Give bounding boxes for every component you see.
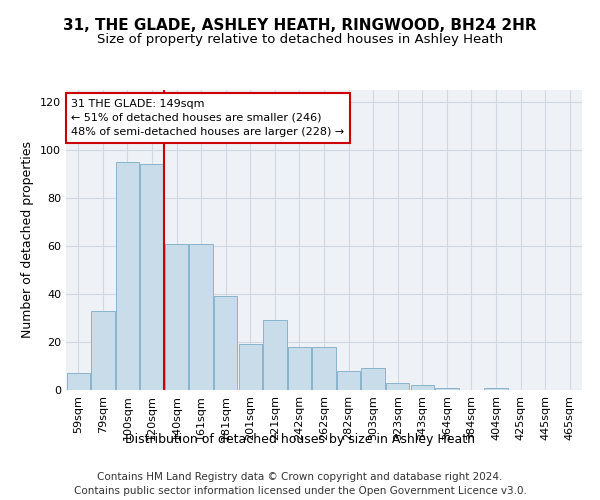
Text: 31, THE GLADE, ASHLEY HEATH, RINGWOOD, BH24 2HR: 31, THE GLADE, ASHLEY HEATH, RINGWOOD, B… [63,18,537,32]
Bar [67,373,90,390]
Bar [263,320,287,390]
Text: 31 THE GLADE: 149sqm
← 51% of detached houses are smaller (246)
48% of semi-deta: 31 THE GLADE: 149sqm ← 51% of detached h… [71,99,344,137]
Bar [337,371,360,390]
Bar [239,344,262,390]
Bar [410,385,434,390]
Bar [361,368,385,390]
Bar [435,388,458,390]
Text: Contains HM Land Registry data © Crown copyright and database right 2024.: Contains HM Land Registry data © Crown c… [97,472,503,482]
Text: Contains public sector information licensed under the Open Government Licence v3: Contains public sector information licen… [74,486,526,496]
Bar [165,244,188,390]
Bar [313,347,335,390]
Bar [91,311,115,390]
Bar [484,388,508,390]
Bar [116,162,139,390]
Bar [214,296,238,390]
Bar [140,164,164,390]
Text: Size of property relative to detached houses in Ashley Heath: Size of property relative to detached ho… [97,32,503,46]
Text: Distribution of detached houses by size in Ashley Heath: Distribution of detached houses by size … [125,432,475,446]
Y-axis label: Number of detached properties: Number of detached properties [22,142,34,338]
Bar [386,383,409,390]
Bar [288,347,311,390]
Bar [190,244,213,390]
